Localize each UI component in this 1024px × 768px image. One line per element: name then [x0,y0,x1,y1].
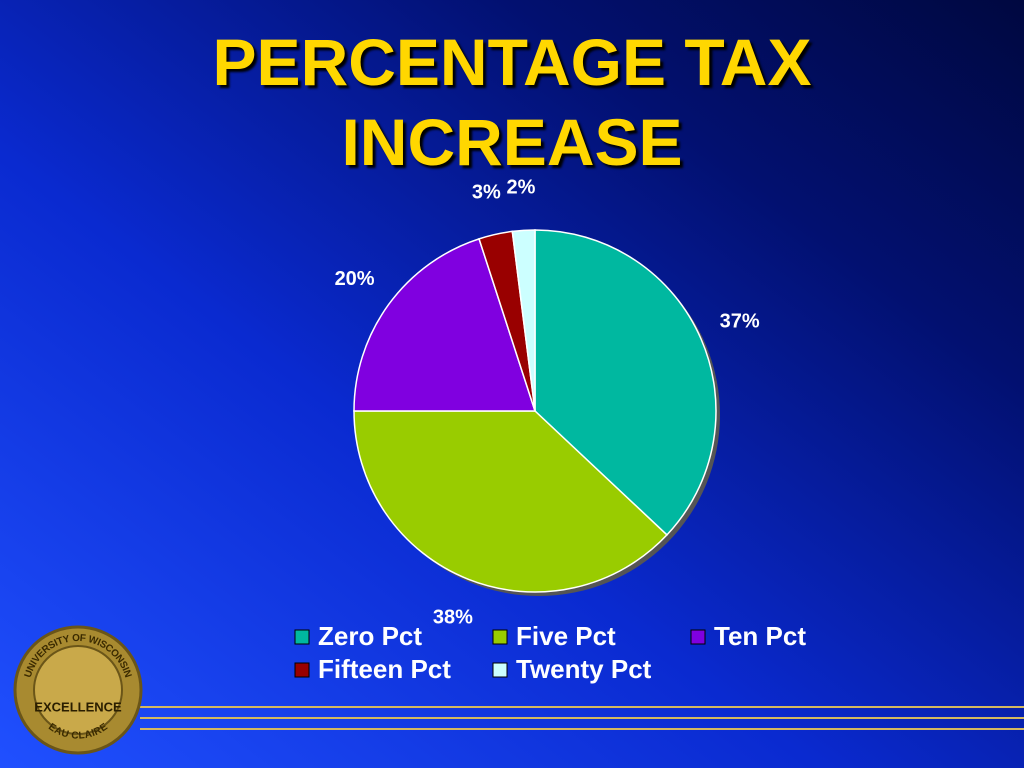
legend-label: Zero Pct [318,621,422,651]
legend-label: Five Pct [516,621,616,651]
pie-slice [353,410,669,593]
pie-slice [511,229,536,412]
legend-swatch [492,629,508,645]
data-label: 20% [335,268,375,290]
logo-center [33,645,123,735]
legend-swatch [294,629,310,645]
pie-slice [534,229,717,536]
chart-title: PERCENTAGE TAX INCREASE [212,25,812,179]
data-label: 38% [433,607,473,629]
logo-center-text: EXCELLENCE [34,699,122,714]
pie-slice [353,237,537,412]
legend-swatch [690,629,706,645]
logo: UNIVERSITY OF WISCONSIN EAU CLAIRE EXCEL… [13,625,143,755]
legend-label: Ten Pct [714,621,806,651]
legend-label: Twenty Pct [516,654,652,684]
data-label: 3% [472,182,501,204]
legend-label: Fifteen Pct [318,654,451,684]
data-label: 37% [720,311,760,333]
decor-lines [140,706,1024,730]
legend-swatch [294,662,310,678]
data-label: 2% [507,177,536,199]
legend-swatch [492,662,508,678]
